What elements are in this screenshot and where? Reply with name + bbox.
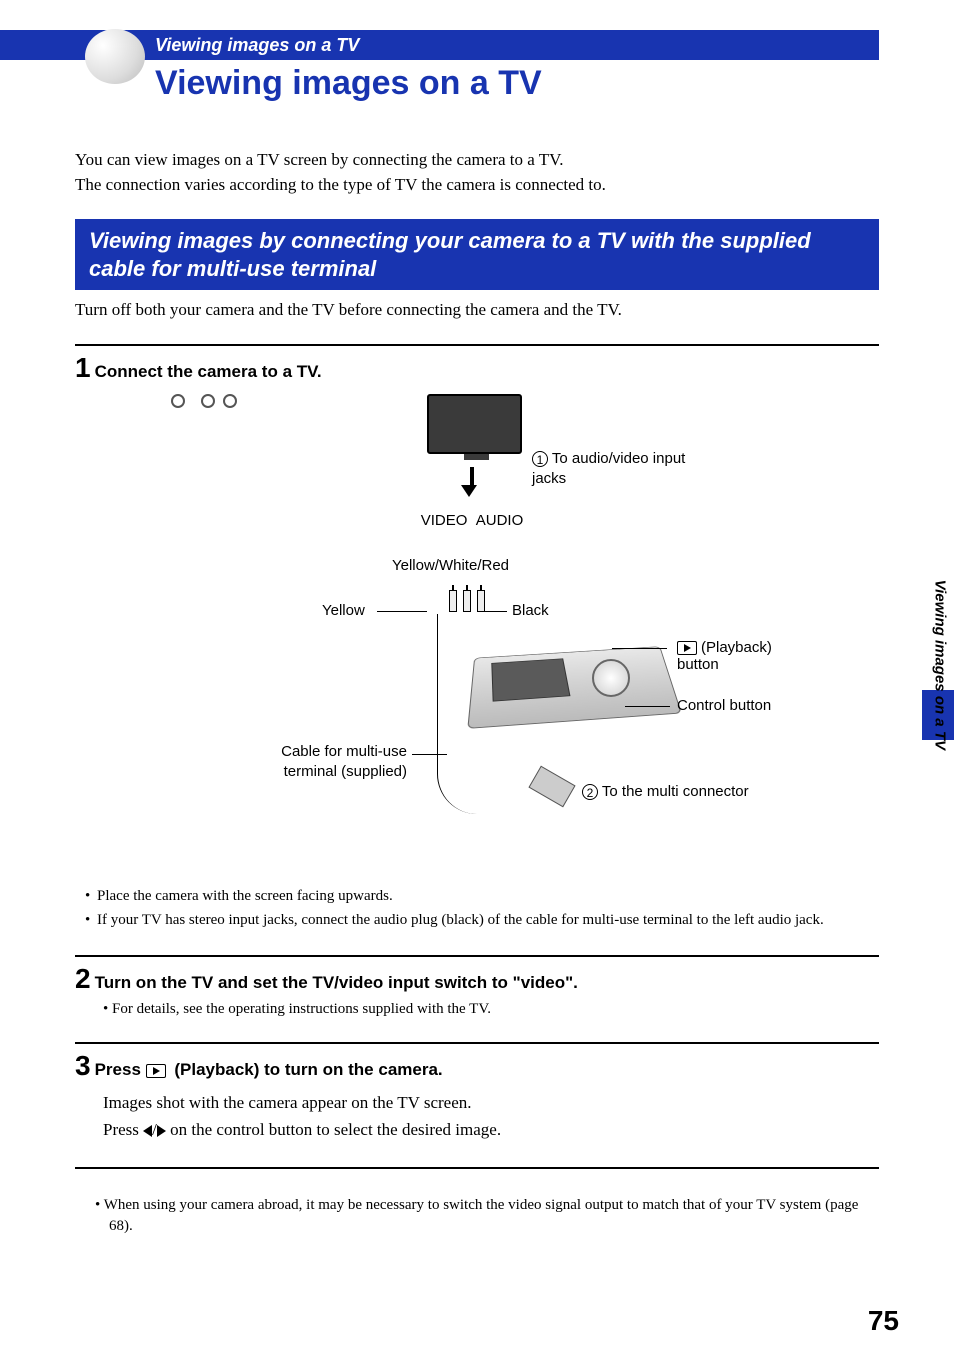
step-3-title-post: (Playback) to turn on the camera. bbox=[170, 1060, 443, 1079]
cable-label: Cable for multi-use terminal (supplied) bbox=[252, 742, 407, 781]
callout-line bbox=[412, 754, 447, 755]
to-jacks-text: To audio/video input jacks bbox=[532, 450, 685, 487]
step-1-title: Connect the camera to a TV. bbox=[95, 362, 322, 381]
yellow-label: Yellow bbox=[322, 602, 365, 619]
body2-pre: Press bbox=[103, 1120, 143, 1139]
control-button-label: Control button bbox=[677, 697, 771, 714]
ywr-label: Yellow/White/Red bbox=[392, 557, 509, 574]
section-icon bbox=[85, 29, 145, 84]
step-1-number: 1 bbox=[75, 352, 91, 383]
audio-label: AUDIO bbox=[476, 512, 524, 529]
step-3-number: 3 bbox=[75, 1050, 91, 1081]
circled-1-icon: 1 bbox=[532, 451, 548, 467]
intro-text: You can view images on a TV screen by co… bbox=[75, 148, 879, 197]
step-2-title: Turn on the TV and set the TV/video inpu… bbox=[95, 973, 578, 992]
triangle-left-icon bbox=[143, 1125, 152, 1137]
header-band: Viewing images on a TV bbox=[0, 30, 879, 60]
bullet-item: If your TV has stereo input jacks, conne… bbox=[85, 910, 879, 931]
divider bbox=[75, 1042, 879, 1044]
step-3-title-pre: Press bbox=[95, 1060, 146, 1079]
callout-line bbox=[612, 648, 667, 649]
body2-post: on the control button to select the desi… bbox=[166, 1120, 501, 1139]
tv-icon bbox=[427, 394, 522, 454]
callout-line bbox=[477, 611, 507, 612]
intro-line-1: You can view images on a TV screen by co… bbox=[75, 148, 879, 173]
connector-icon bbox=[528, 766, 575, 808]
step-3-title: Press (Playback) to turn on the camera. bbox=[95, 1060, 443, 1079]
camera-icon bbox=[472, 639, 672, 749]
side-section-label: Viewing images on a TV bbox=[931, 580, 948, 750]
intro-line-2: The connection varies according to the t… bbox=[75, 173, 879, 198]
black-label: Black bbox=[512, 602, 549, 619]
to-multi-label: 2 To the multi connector bbox=[582, 782, 749, 802]
step-1-bullets: Place the camera with the screen facing … bbox=[75, 886, 879, 931]
divider bbox=[75, 344, 879, 346]
callout-line bbox=[625, 706, 670, 707]
page-title: Viewing images on a TV bbox=[155, 64, 879, 103]
step-3-body-2: Press / on the control button to select … bbox=[103, 1117, 879, 1143]
triangle-right-icon bbox=[157, 1125, 166, 1137]
step-3: 3 Press (Playback) to turn on the camera… bbox=[75, 1050, 879, 1143]
callout-line bbox=[377, 611, 427, 612]
cable-plugs-icon bbox=[437, 590, 497, 616]
breadcrumb: Viewing images on a TV bbox=[155, 35, 359, 56]
divider bbox=[75, 955, 879, 957]
page-number: 75 bbox=[868, 1305, 899, 1337]
divider bbox=[75, 1167, 879, 1169]
step-3-body: Images shot with the camera appear on th… bbox=[103, 1090, 879, 1143]
to-jacks-label: 1 To audio/video input jacks bbox=[532, 449, 692, 488]
step-2: 2 Turn on the TV and set the TV/video in… bbox=[75, 963, 879, 1018]
bullet-item: Place the camera with the screen facing … bbox=[85, 886, 879, 907]
step-2-bullet: For details, see the operating instructi… bbox=[103, 1001, 879, 1018]
circled-2-icon: 2 bbox=[582, 784, 598, 800]
step-2-number: 2 bbox=[75, 963, 91, 994]
playback-icon bbox=[677, 641, 697, 655]
connection-diagram: VIDEO AUDIO Yellow/White/Red 1 To audio/… bbox=[167, 394, 787, 874]
step-3-body-1: Images shot with the camera appear on th… bbox=[103, 1090, 879, 1116]
step-1: 1 Connect the camera to a TV. VIDEO AUDI… bbox=[75, 352, 879, 931]
playback-button-label: (Playback) button bbox=[677, 639, 787, 673]
arrow-down-icon bbox=[467, 467, 477, 497]
to-multi-text: To the multi connector bbox=[602, 783, 749, 800]
subheading: Viewing images by connecting your camera… bbox=[75, 219, 879, 290]
preface-text: Turn off both your camera and the TV bef… bbox=[75, 300, 879, 320]
footnote: When using your camera abroad, it may be… bbox=[75, 1195, 879, 1237]
video-audio-label: VIDEO AUDIO bbox=[382, 512, 562, 529]
video-label: VIDEO bbox=[421, 512, 468, 529]
playback-icon bbox=[146, 1064, 166, 1078]
